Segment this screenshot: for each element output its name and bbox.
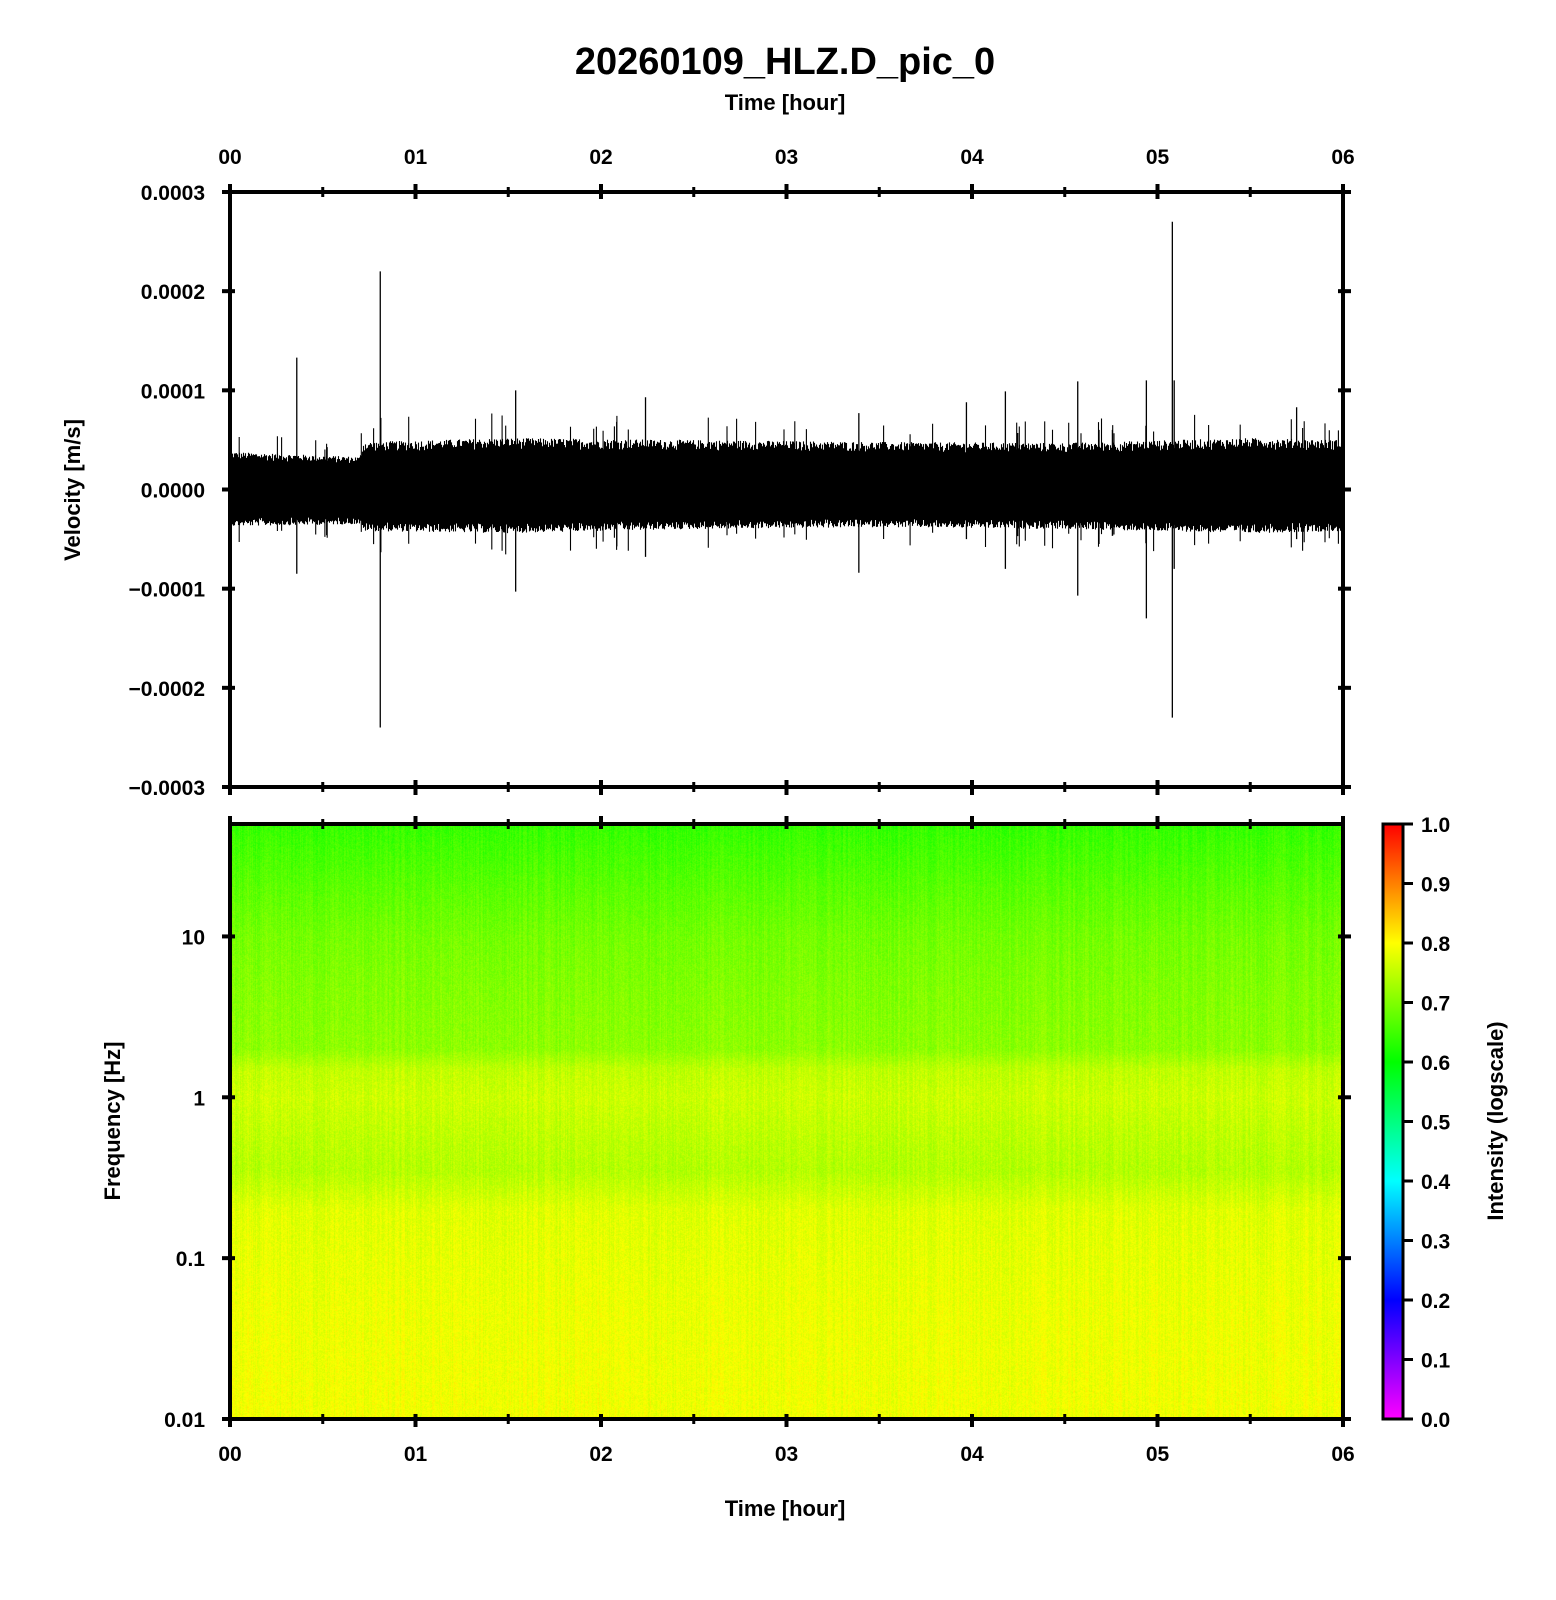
spectrogram-panel: 10 1 0.1 0.01 00 01 02 03 04 05 06 Frequency [Hz]… <box>100 816 1355 1521</box>
waveform-y-tick-label: −0.0002 <box>129 678 206 701</box>
top-time-axis-label: Time [hour] <box>725 90 846 115</box>
bottom-x-tick-label: 00 <box>218 1443 241 1466</box>
figure-title: 20260109_HLZ.D_pic_0 <box>575 41 995 83</box>
colorbar-tick-label: 0.8 <box>1421 933 1451 956</box>
colorbar-tick-label: 0.0 <box>1421 1409 1450 1432</box>
bottom-x-tick-label: 03 <box>775 1443 798 1466</box>
spectrogram-y-tick-label: 0.1 <box>176 1248 206 1271</box>
waveform-y-tick-label: 0.0000 <box>141 480 205 503</box>
colorbar-tick-label: 0.4 <box>1421 1171 1451 1194</box>
colorbar: 1.0 0.9 0.8 0.7 0.6 0.5 0.4 0.3 0.2 0.1 0.0 Intens… <box>1381 814 1508 1432</box>
bottom-x-tick-label: 02 <box>589 1443 612 1466</box>
top-x-tick-label: 05 <box>1146 146 1170 169</box>
colorbar-tick-label: 0.7 <box>1421 993 1450 1016</box>
top-x-tick-label: 04 <box>960 146 984 169</box>
colorbar-label: Intensity (logscale) <box>1483 1021 1508 1220</box>
spectrogram-y-tick-label: 1 <box>193 1087 205 1110</box>
bottom-time-axis-label: Time [hour] <box>725 1496 846 1521</box>
spectrogram-y-ticks: 10 1 0.1 0.01 <box>164 926 1351 1432</box>
top-x-tick-label: 01 <box>404 146 428 169</box>
top-x-tick-label: 03 <box>775 146 798 169</box>
waveform-y-tick-label: 0.0002 <box>141 281 205 304</box>
top-x-tick-label: 02 <box>589 146 612 169</box>
colorbar-tick-label: 0.6 <box>1421 1052 1450 1075</box>
top-x-tick-label: 06 <box>1331 146 1354 169</box>
spectrogram-image <box>230 824 1343 1419</box>
bottom-x-tick-label: 01 <box>404 1443 428 1466</box>
spectrogram-x-ticks: 00 01 02 03 04 05 06 <box>218 816 1355 1466</box>
waveform-y-tick-label: −0.0003 <box>129 777 206 800</box>
colorbar-tick-label: 0.1 <box>1421 1350 1451 1373</box>
spectrogram-y-axis-label: Frequency [Hz] <box>100 1042 125 1201</box>
waveform-y-tick-label: 0.0003 <box>141 182 205 205</box>
spectrogram-y-tick-label: 0.01 <box>164 1409 205 1432</box>
waveform-y-tick-label: 0.0001 <box>141 380 206 403</box>
colorbar-tick-label: 0.2 <box>1421 1290 1450 1313</box>
bottom-x-tick-label: 06 <box>1331 1443 1354 1466</box>
waveform-y-ticks: 0.0003 0.0002 0.0001 0.0000 −0.0001 −0.0002 −0… <box>129 182 1351 800</box>
waveform-panel: 00 01 02 03 04 05 06 0.0003 0.0002 0.0001 0.0000 −… <box>60 146 1355 800</box>
spectrogram-heatmap <box>230 824 1343 1419</box>
waveform-trace <box>229 221 1344 728</box>
colorbar-tick-label: 0.9 <box>1421 874 1450 897</box>
bottom-x-tick-label: 04 <box>960 1443 984 1466</box>
colorbar-tick-label: 1.0 <box>1421 814 1450 837</box>
colorbar-tick-label: 0.5 <box>1421 1112 1451 1135</box>
waveform-y-axis-label: Velocity [m/s] <box>60 419 85 561</box>
colorbar-gradient <box>1381 822 1405 1421</box>
colorbar-ticks: 1.0 0.9 0.8 0.7 0.6 0.5 0.4 0.3 0.2 0.1 0.0 <box>1403 814 1451 1432</box>
spectrogram-y-tick-label: 10 <box>182 926 205 949</box>
waveform-noise-band <box>229 413 1344 555</box>
top-x-tick-label: 00 <box>218 146 241 169</box>
waveform-y-tick-label: −0.0001 <box>129 579 206 602</box>
colorbar-tick-label: 0.3 <box>1421 1231 1450 1254</box>
bottom-x-tick-label: 05 <box>1146 1443 1170 1466</box>
